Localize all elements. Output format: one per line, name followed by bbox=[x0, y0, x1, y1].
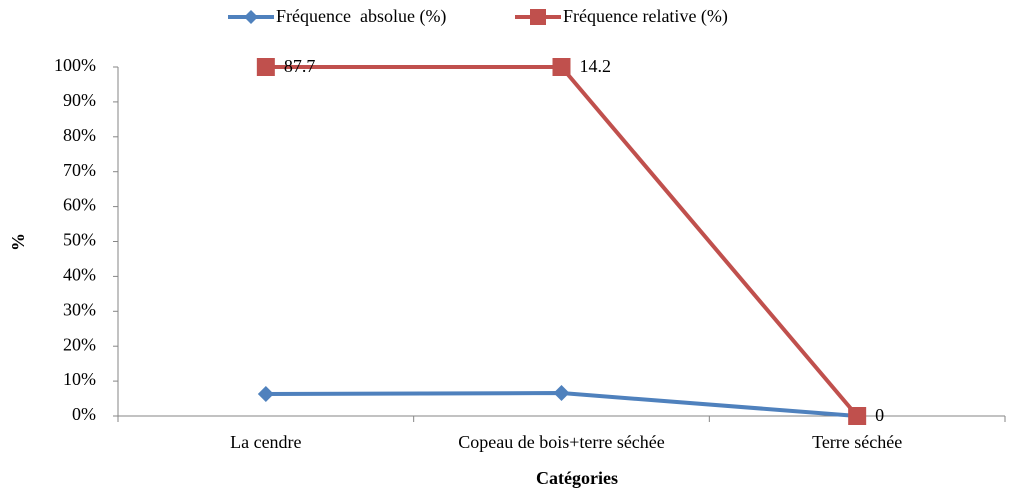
y-tick-label: 0% bbox=[72, 404, 96, 424]
line bbox=[265, 65, 859, 418]
y-tick-label: 70% bbox=[63, 160, 96, 180]
y-tick-label: 40% bbox=[63, 265, 96, 285]
y-tick-label: 60% bbox=[63, 195, 96, 215]
marker bbox=[256, 58, 275, 76]
data-label: 14.2 bbox=[580, 56, 612, 76]
y-tick-label: 30% bbox=[63, 299, 96, 319]
data-label: 0 bbox=[875, 405, 884, 425]
legend-label: Fréquence absolue (%) bbox=[276, 6, 446, 27]
marker bbox=[553, 385, 570, 402]
y-tick-label: 90% bbox=[63, 90, 96, 110]
y-tick-label: 20% bbox=[63, 334, 96, 354]
x-axis-label: Catégories bbox=[536, 468, 618, 488]
legend-marker bbox=[530, 9, 546, 25]
y-tick-label: 10% bbox=[63, 369, 96, 389]
y-tick-label: 50% bbox=[63, 230, 96, 250]
marker bbox=[848, 407, 867, 425]
marker bbox=[257, 386, 274, 403]
legend-label: Fréquence relative (%) bbox=[563, 6, 728, 27]
data-label: 87.7 bbox=[284, 56, 316, 76]
legend-marker bbox=[244, 10, 258, 24]
x-tick-label: La cendre bbox=[230, 432, 301, 452]
x-tick-label: Terre séchée bbox=[812, 432, 902, 452]
marker bbox=[552, 58, 571, 76]
y-axis-label: % bbox=[8, 233, 28, 251]
y-tick-label: 80% bbox=[63, 125, 96, 145]
y-tick-label: 100% bbox=[54, 55, 96, 75]
x-tick-label: Copeau de bois+terre séchée bbox=[458, 432, 665, 452]
